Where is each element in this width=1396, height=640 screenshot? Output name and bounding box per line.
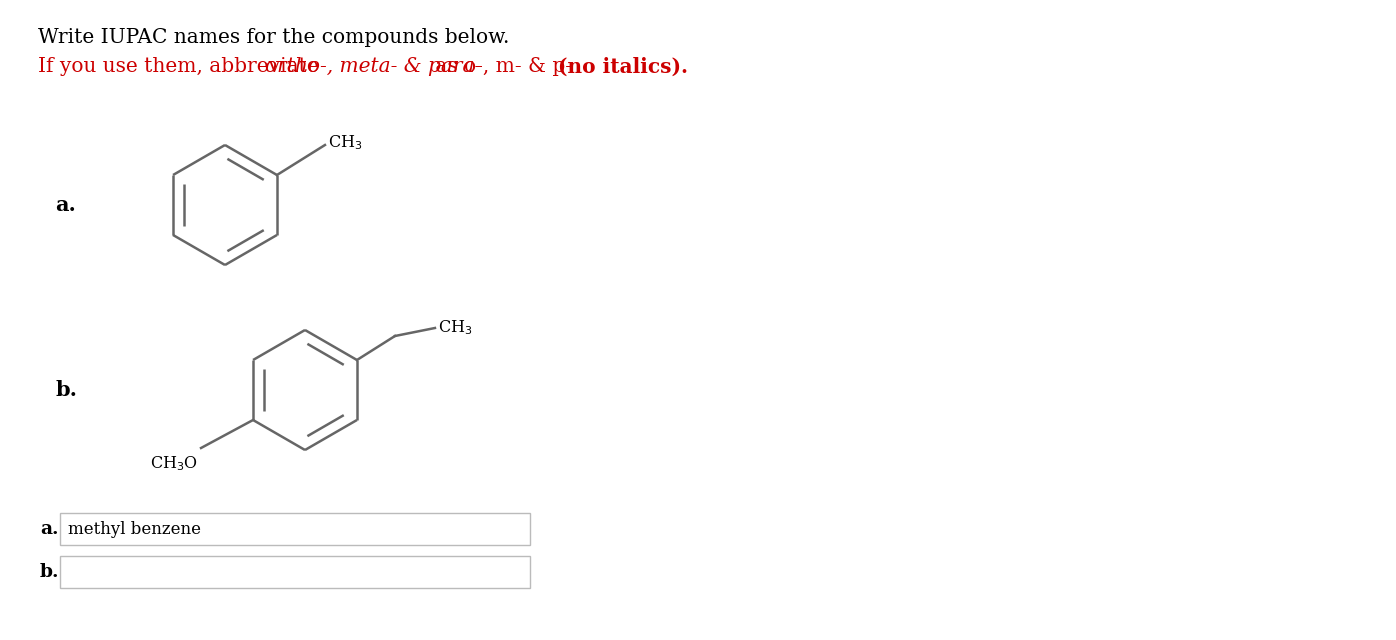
Text: b.: b. — [40, 563, 60, 581]
Text: methyl benzene: methyl benzene — [68, 520, 201, 538]
FancyBboxPatch shape — [60, 513, 530, 545]
Text: CH$_3$: CH$_3$ — [328, 134, 363, 152]
Text: (no italics).: (no italics). — [558, 57, 688, 77]
Text: b.: b. — [54, 380, 77, 400]
Text: If you use them, abbreviate: If you use them, abbreviate — [38, 57, 325, 76]
Text: as o-, m- & p-: as o-, m- & p- — [429, 57, 578, 76]
Text: ortho-, meta- & para-: ortho-, meta- & para- — [265, 57, 482, 76]
Text: CH$_3$: CH$_3$ — [438, 319, 472, 337]
FancyBboxPatch shape — [60, 556, 530, 588]
Text: CH$_3$O: CH$_3$O — [149, 454, 198, 473]
Text: a.: a. — [40, 520, 59, 538]
Text: Write IUPAC names for the compounds below.: Write IUPAC names for the compounds belo… — [38, 28, 510, 47]
Text: a.: a. — [54, 195, 75, 215]
